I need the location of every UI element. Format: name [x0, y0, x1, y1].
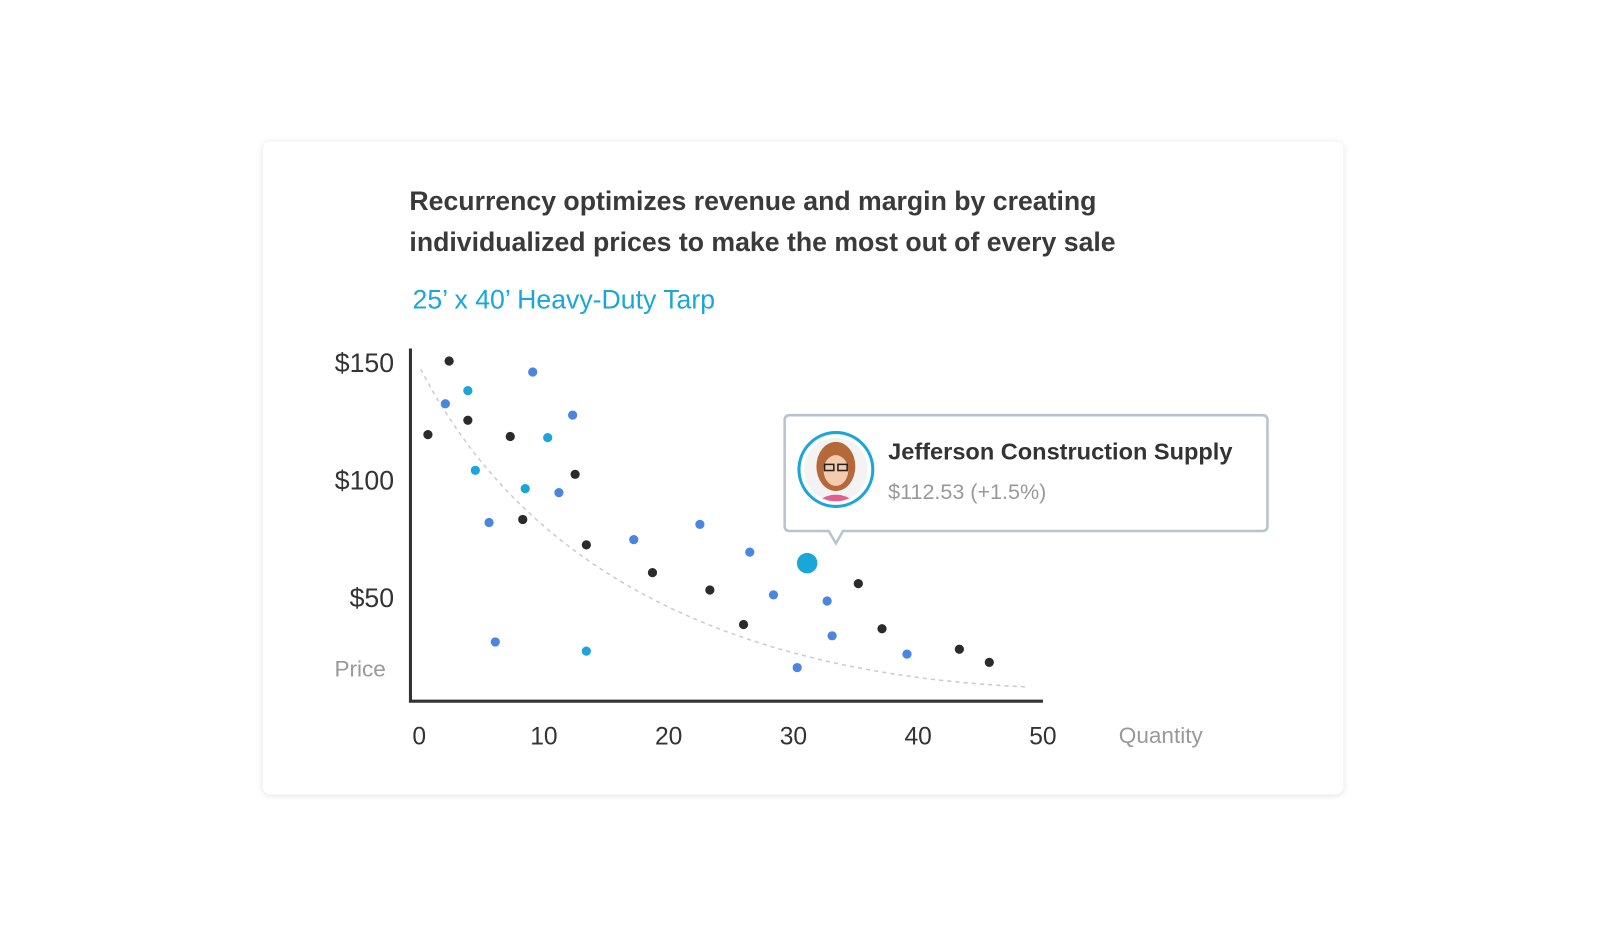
- y-tick-label: $100: [335, 466, 394, 496]
- scatter-point: [954, 644, 964, 654]
- scatter-point: [490, 637, 500, 647]
- scatter-point: [792, 662, 802, 673]
- scatter-point: [484, 517, 494, 528]
- scatter-point: [629, 535, 639, 545]
- scatter-point: [423, 429, 433, 440]
- x-tick-label: 0: [412, 724, 426, 751]
- y-tick-label: $150: [335, 348, 394, 378]
- scatter-point: [647, 567, 658, 578]
- tooltip-price: $112.53 (+1.5%): [888, 480, 1046, 504]
- scatter-point: [505, 431, 515, 442]
- scatter-point: [695, 519, 705, 529]
- y-axis-label: Price: [334, 656, 385, 681]
- scatter-point: [877, 624, 887, 634]
- trend-curve: [420, 368, 1026, 688]
- title-line: Recurrency optimizes revenue and margin …: [409, 186, 1096, 216]
- tooltip-name: Jefferson Construction Supply: [888, 438, 1232, 464]
- scatter-point: [768, 590, 779, 600]
- scatter-point: [463, 386, 473, 396]
- scatter-point: [440, 399, 451, 409]
- scatter-point: [705, 585, 715, 595]
- scatter-point: [554, 488, 564, 498]
- scatter-point: [581, 540, 591, 550]
- scatter-point: [853, 579, 863, 589]
- scatter-point: [568, 410, 578, 420]
- x-tick-label: 30: [780, 724, 807, 751]
- subtitle: 25’ x 40’ Heavy-Duty Tarp: [413, 284, 716, 314]
- scatter-point: [827, 631, 837, 641]
- title-line: individualized prices to make the most o…: [409, 227, 1115, 257]
- x-tick-label: 10: [530, 724, 557, 751]
- x-tick-label: 20: [655, 724, 682, 751]
- axes: [408, 348, 1043, 703]
- scatter-point: [463, 415, 473, 425]
- scatter-point: [570, 469, 580, 479]
- scatter-point: [444, 356, 454, 366]
- scatter-point: [822, 596, 832, 606]
- tooltip: Jefferson Construction Supply $112.53 (+…: [783, 413, 1269, 546]
- scatter-point: [543, 433, 553, 443]
- highlight-point: [796, 552, 818, 574]
- avatar: [804, 437, 868, 502]
- x-tick-label: 40: [905, 724, 932, 751]
- x-axis-label: Quantity: [1119, 723, 1204, 748]
- scatter-point: [520, 484, 530, 494]
- y-tick-label: $50: [350, 583, 394, 613]
- scatter-point: [518, 514, 528, 525]
- scatter-point: [902, 649, 912, 659]
- scatter-point: [738, 619, 749, 630]
- scatter-point: [745, 547, 755, 557]
- scatter-point: [470, 465, 480, 475]
- scatter-point: [984, 657, 994, 667]
- scatter-point: [581, 646, 591, 656]
- x-tick-label: 50: [1029, 724, 1056, 751]
- scatter-point: [528, 367, 538, 377]
- tooltip-box: [783, 413, 1269, 546]
